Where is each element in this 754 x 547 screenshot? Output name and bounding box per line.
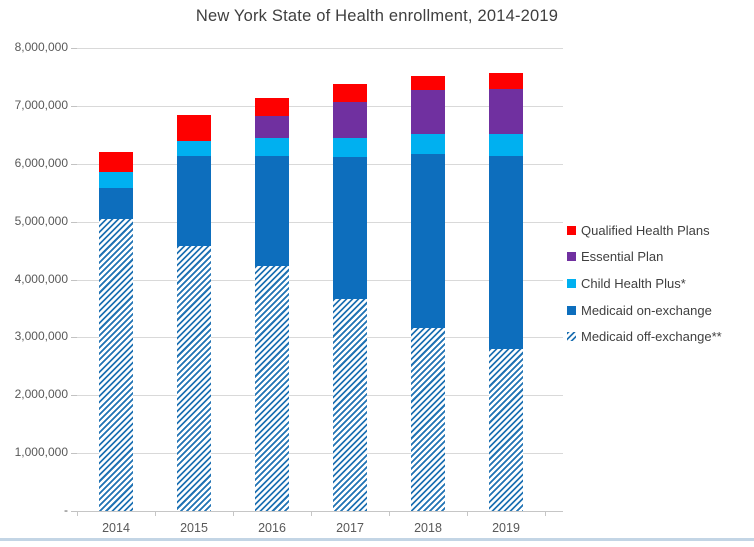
y-axis-label: 3,000,000 [14, 329, 68, 344]
bar-segment-2017 [333, 137, 367, 158]
bar-segment-2014 [99, 172, 133, 189]
legend-label: Essential Plan [581, 249, 664, 265]
y-axis-label: 2,000,000 [14, 387, 68, 402]
x-axis-label: 2015 [180, 521, 208, 535]
y-axis-label: - [64, 503, 68, 517]
bar-segment-2018 [411, 328, 445, 511]
bar-segment-2017 [333, 157, 367, 300]
x-axis-tick [155, 511, 156, 516]
y-axis-tick [71, 279, 77, 281]
y-axis-label: 5,000,000 [14, 213, 68, 228]
chart-title: New York State of Health enrollment, 201… [195, 7, 559, 25]
bar-segment-2016 [255, 266, 289, 511]
legend-label: Qualified Health Plans [581, 222, 710, 238]
y-axis-label: 7,000,000 [14, 97, 68, 112]
bar-segment-2019 [489, 133, 523, 157]
bar-segment-2017 [333, 101, 367, 138]
legend-swatch-icon [567, 278, 576, 288]
bar-segment-2019 [489, 72, 523, 90]
legend-item: Medicaid on-exchange [567, 297, 722, 324]
bar-segment-2019 [489, 348, 523, 511]
bar-segment-2015 [177, 245, 211, 511]
bar-segment-2015 [177, 155, 211, 246]
y-gridline [77, 48, 563, 49]
bar-segment-2015 [177, 115, 211, 142]
x-axis-label: 2017 [336, 521, 364, 535]
bar-segment-2016 [255, 155, 289, 267]
bar-segment-2016 [255, 138, 289, 156]
legend-item: Qualified Health Plans [567, 217, 722, 244]
bar-segment-2015 [177, 141, 211, 156]
legend-item: Child Health Plus* [567, 270, 722, 297]
y-axis-tick [71, 105, 77, 107]
x-axis-tick [467, 511, 468, 516]
x-axis-label: 2016 [258, 521, 286, 535]
x-axis-line [77, 511, 563, 512]
bar-segment-2014 [99, 218, 133, 511]
bar-segment-2019 [489, 156, 523, 349]
y-gridline [77, 395, 563, 397]
y-axis-tick [71, 395, 77, 397]
bar-segment-2016 [255, 98, 289, 116]
y-gridline [77, 105, 563, 107]
bar-segment-2018 [411, 75, 445, 91]
legend-swatch-icon [567, 252, 576, 262]
x-axis-label: 2018 [414, 521, 442, 535]
y-axis-tick [71, 163, 77, 165]
bar-segment-2017 [333, 299, 367, 511]
y-gridline [77, 221, 563, 223]
y-gridline [77, 279, 563, 281]
x-axis-tick [389, 511, 390, 516]
x-axis-label: 2014 [102, 521, 130, 535]
y-axis-label: 4,000,000 [14, 271, 68, 286]
bar-segment-2019 [489, 89, 523, 134]
bar-segment-2018 [411, 133, 445, 155]
y-gridline [77, 337, 563, 339]
bar-segment-2014 [99, 188, 133, 219]
x-axis-tick [311, 511, 312, 516]
legend-label: Medicaid off-exchange** [581, 329, 722, 345]
bar-segment-2018 [411, 154, 445, 329]
y-axis-label: 1,000,000 [14, 445, 68, 460]
legend-item: Essential Plan [567, 244, 722, 271]
bar-segment-2017 [333, 84, 367, 102]
legend-swatch-icon [567, 305, 576, 315]
x-axis-tick [545, 511, 546, 516]
legend-label: Child Health Plus* [581, 275, 686, 291]
legend-label: Medicaid on-exchange [581, 302, 712, 318]
bar-segment-2018 [411, 90, 445, 134]
legend-item: Medicaid off-exchange** [567, 323, 722, 350]
legend-swatch-icon [567, 332, 576, 342]
legend-swatch-icon [567, 225, 576, 235]
window-edge-strip [0, 538, 754, 541]
bar-segment-2014 [99, 151, 133, 173]
legend: Qualified Health Plans Essential Plan Chil… [567, 217, 722, 350]
bar-segment-2016 [255, 115, 289, 139]
x-axis-tick [77, 511, 78, 516]
y-axis-tick [71, 337, 77, 339]
y-axis-label: 8,000,000 [14, 40, 68, 54]
y-axis-tick [71, 48, 77, 49]
x-axis-label: 2019 [492, 521, 520, 535]
y-axis-label: 6,000,000 [14, 155, 68, 170]
y-gridline [77, 163, 563, 165]
y-gridline [77, 453, 563, 455]
y-axis-tick [71, 221, 77, 223]
x-axis-tick [233, 511, 234, 516]
y-axis-tick [71, 511, 77, 512]
y-axis-tick [71, 453, 77, 455]
